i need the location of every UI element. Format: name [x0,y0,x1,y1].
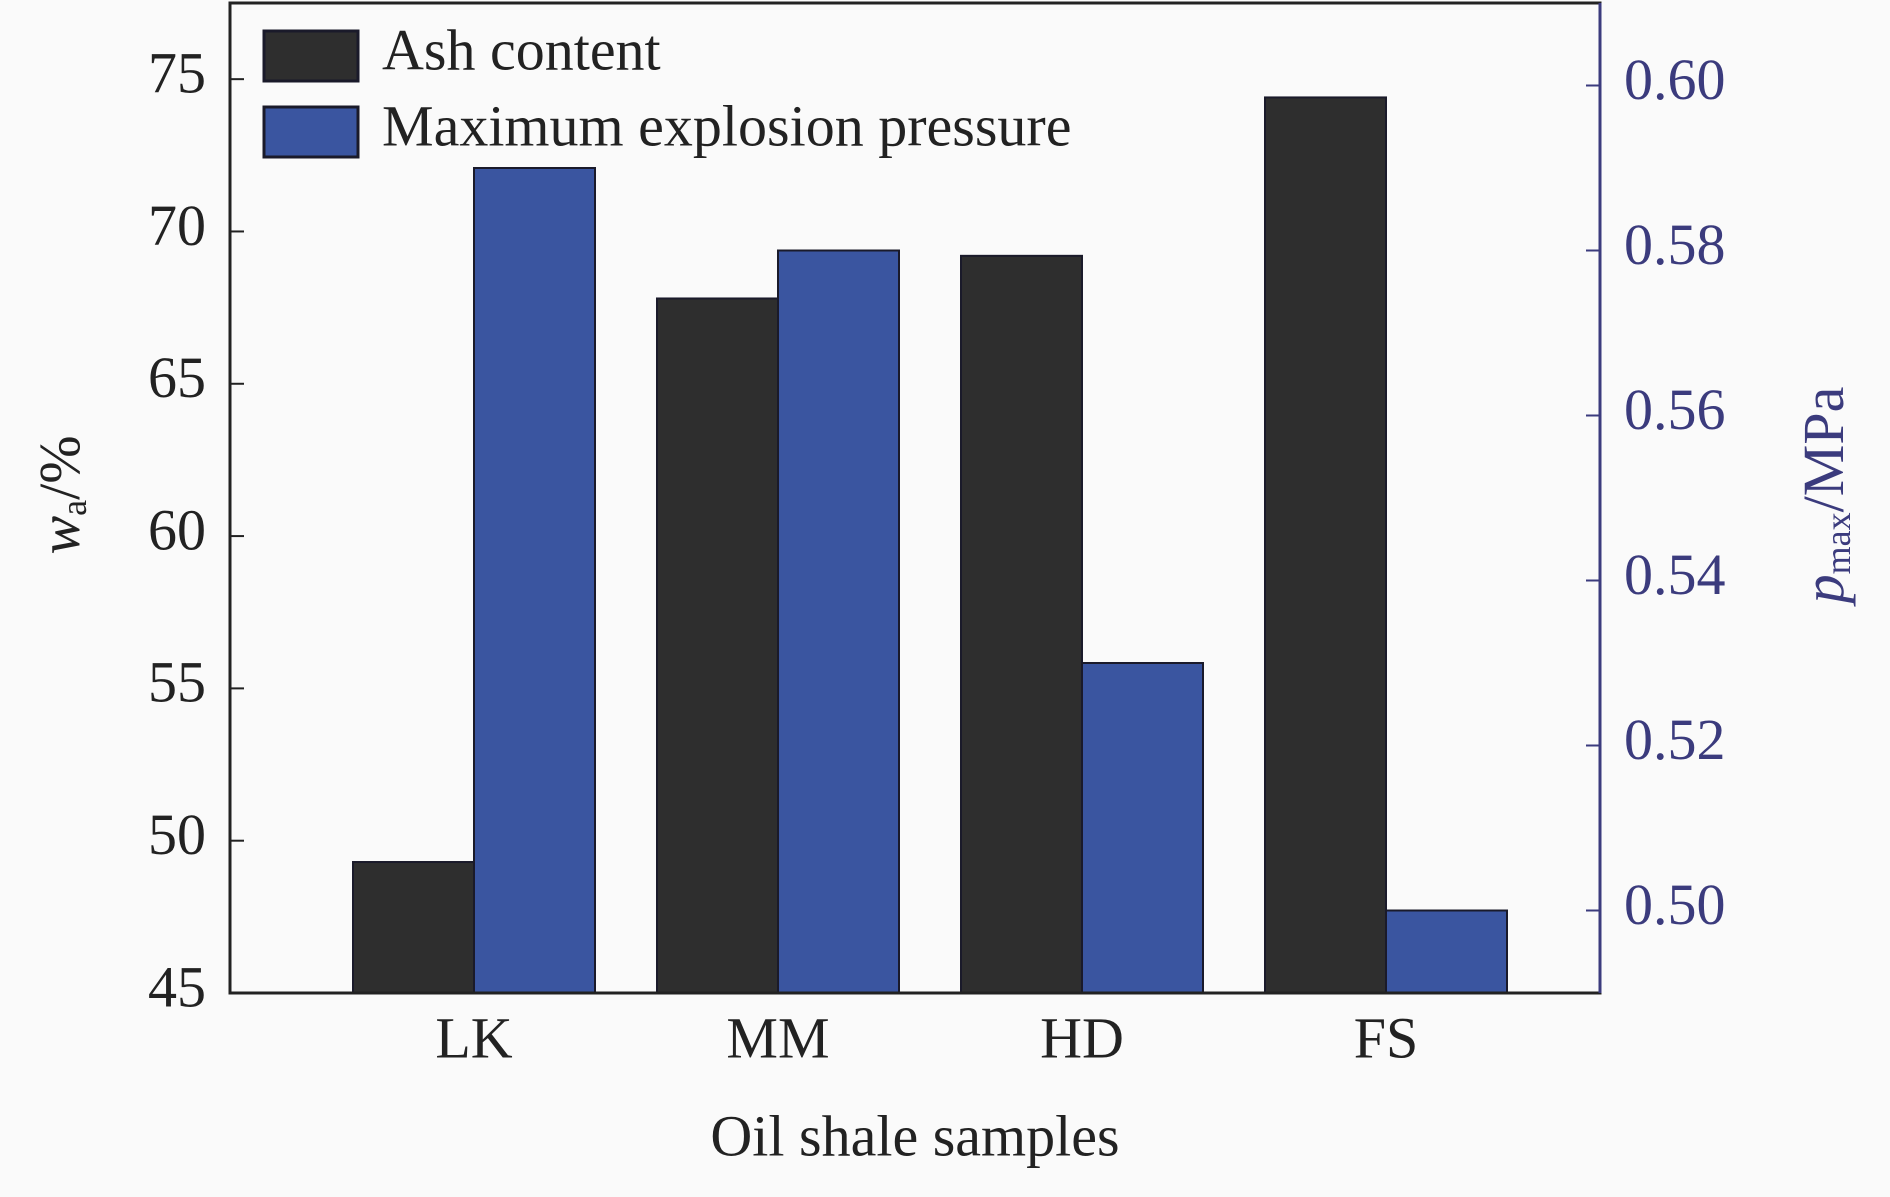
bar [352,861,475,994]
x-tick-label: MM [726,1005,829,1070]
y2-tick-label: 0.60 [1624,47,1726,112]
legend-swatch [262,29,360,83]
y-tick-label: 60 [148,497,206,562]
bar [1385,909,1508,994]
y-tick-label: 70 [148,193,206,258]
y-axis-label: wa/% [27,435,94,554]
y2-label-sub: max [1818,512,1858,574]
legend-swatch [262,105,360,159]
y2-label-rest: /MPa [1791,387,1856,513]
x-tick-label: LK [435,1005,512,1070]
legend-label: Ash content [382,17,661,82]
bar [656,297,779,994]
x-tick-label: FS [1354,1005,1419,1070]
y-tick-label: 50 [148,802,206,867]
y-label-sub: a [54,500,94,516]
y-tick-label: 55 [148,650,206,715]
y2-tick-label: 0.56 [1624,377,1726,442]
bar [777,249,900,994]
y-label-rest: /% [27,435,92,499]
y2-tick-label: 0.50 [1624,872,1726,937]
legend-label: Maximum explosion pressure [382,93,1071,158]
y-tick-label: 45 [148,954,206,1019]
bar [473,167,596,994]
y-label-main: w [27,516,92,555]
y-tick-label: 75 [148,40,206,105]
y2-tick-label: 0.52 [1624,707,1726,772]
y2-tick-label: 0.54 [1624,542,1726,607]
x-axis-label: Oil shale samples [710,1103,1119,1168]
bar [960,254,1083,995]
y2-axis-label: pmax/MPa [1791,387,1858,608]
y2-label-main: p [1791,574,1856,607]
x-tick-label: HD [1040,1005,1124,1070]
y-tick-label: 65 [148,345,206,410]
bar [1264,96,1387,994]
y2-tick-label: 0.58 [1624,212,1726,277]
bar [1081,662,1204,994]
